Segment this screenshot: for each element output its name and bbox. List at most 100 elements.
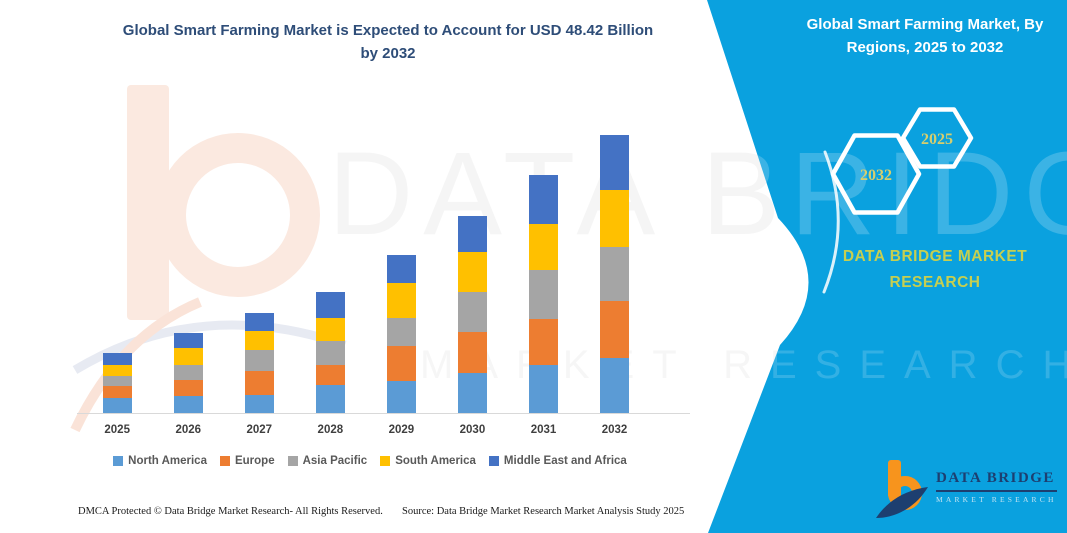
legend-swatch-south-america xyxy=(380,456,391,466)
bar-2028-europe xyxy=(315,364,345,386)
legend-swatch-asia-pacific xyxy=(287,456,298,466)
legend-item-south-america: South America xyxy=(380,455,476,467)
bar-2027-europe xyxy=(244,371,274,395)
bar-2026 xyxy=(173,333,203,413)
bar-2031-north-america xyxy=(529,365,558,413)
blue-panel-shape xyxy=(707,0,1067,533)
x-axis-label-2026: 2026 xyxy=(175,424,202,436)
logo-title: DATA BRIDGE xyxy=(936,470,1057,492)
bar-2031-europe xyxy=(529,318,558,366)
bar-2027-asia-pacific xyxy=(244,349,274,372)
panel-title: Global Smart Farming Market, By Regions,… xyxy=(792,13,1058,60)
logo-swoosh xyxy=(876,487,928,518)
bar-2026-north-america xyxy=(173,396,203,413)
watermark-b-stem xyxy=(127,85,169,320)
bar-2025-europe xyxy=(102,386,132,399)
bar-2029-south-america xyxy=(386,283,416,319)
bar-2026-south-america xyxy=(173,348,203,366)
bar-2025-middle-east-and-africa xyxy=(102,352,132,366)
hexagon-2025-label: 2025 xyxy=(921,131,953,148)
bar-2032-europe xyxy=(600,301,630,359)
bar-2029-asia-pacific xyxy=(386,318,416,347)
bar-2029-north-america xyxy=(386,381,416,413)
bar-2025 xyxy=(102,352,132,413)
bar-2030-middle-east-and-africa xyxy=(457,215,487,253)
x-axis-line xyxy=(77,413,690,414)
legend-swatch-north-america xyxy=(113,456,124,466)
legend-label-middle-east-and-africa: Middle East and Africa xyxy=(503,455,627,467)
x-axis-label-2027: 2027 xyxy=(246,424,273,436)
bar-2028-north-america xyxy=(315,385,345,413)
watermark-swoosh-peach xyxy=(70,297,202,433)
bar-2030-north-america xyxy=(457,372,487,413)
bar-2031-middle-east-and-africa xyxy=(529,175,558,224)
legend-label-europe: Europe xyxy=(234,455,275,467)
x-axis-label-2028: 2028 xyxy=(317,424,344,436)
x-axis-label-2025: 2025 xyxy=(104,424,130,436)
x-axis-label-2029: 2029 xyxy=(388,424,415,436)
bar-2029 xyxy=(386,255,416,413)
logo-text-block: DATA BRIDGE MARKET RESEARCH xyxy=(936,460,1057,504)
hexagon-2032-label: 2032 xyxy=(860,167,892,184)
bar-2027 xyxy=(244,312,274,413)
bar-2026-asia-pacific xyxy=(173,365,203,380)
x-axis-label-2030: 2030 xyxy=(459,424,486,436)
bar-2032-south-america xyxy=(600,189,630,247)
bar-2030-asia-pacific xyxy=(457,292,487,333)
legend-swatch-middle-east-and-africa xyxy=(488,456,499,466)
bar-2026-middle-east-and-africa xyxy=(173,333,203,349)
legend-item-asia-pacific: Asia Pacific xyxy=(287,455,367,467)
panel-title-line1: Global Smart Farming Market, By xyxy=(806,16,1044,33)
legend-swatch-europe xyxy=(219,456,230,466)
legend-item-middle-east-and-africa: Middle East and Africa xyxy=(488,455,627,467)
bar-2030 xyxy=(457,215,487,413)
dmca-notice: DMCA Protected © Data Bridge Market Rese… xyxy=(78,506,383,517)
bar-2032-north-america xyxy=(600,358,630,413)
legend-item-europe: Europe xyxy=(219,455,275,467)
legend-label-north-america: North America xyxy=(128,455,207,467)
chart-legend: North America Europe Asia Pacific South Ame… xyxy=(40,455,700,467)
watermark-text-market-research-overlay: MARKET RESEARCH xyxy=(420,343,1067,387)
bar-2032-asia-pacific xyxy=(600,246,630,302)
bar-2027-north-america xyxy=(244,394,274,413)
legend-label-south-america: South America xyxy=(395,455,476,467)
dbmr-logo: DATA BRIDGE MARKET RESEARCH xyxy=(876,460,1066,522)
bar-2029-europe xyxy=(386,346,416,382)
dbmr-logo-icon xyxy=(876,460,928,518)
brand-wordmark: DATA BRIDGE MARKET RESEARCH xyxy=(842,248,1028,292)
bar-2028-asia-pacific xyxy=(315,340,345,365)
bar-2026-europe xyxy=(173,379,203,397)
bar-2028-south-america xyxy=(315,318,345,341)
watermark-text-data-bridge-overlay: DATA BRIDGE xyxy=(328,128,1067,260)
bar-2030-south-america xyxy=(457,252,487,293)
chart-title: Global Smart Farming Market is Expected … xyxy=(48,20,728,65)
legend-item-north-america: North America xyxy=(113,455,207,467)
bar-2030-europe xyxy=(457,332,487,373)
bar-2032 xyxy=(600,135,630,413)
bar-2031 xyxy=(529,175,558,413)
bar-2031-south-america xyxy=(529,223,558,271)
logo-subtitle: MARKET RESEARCH xyxy=(936,495,1057,504)
bar-2028-middle-east-and-africa xyxy=(315,292,345,319)
hexagon-2032 xyxy=(830,133,922,215)
hexagon-2025 xyxy=(900,107,974,169)
x-axis-label-2032: 2032 xyxy=(601,424,628,436)
watermark-b-ring xyxy=(156,133,320,297)
bar-2027-middle-east-and-africa xyxy=(244,312,274,331)
bar-2025-south-america xyxy=(102,365,132,376)
chart-title-line2: by 2032 xyxy=(360,44,416,62)
bar-2025-asia-pacific xyxy=(102,375,132,387)
bar-2028 xyxy=(315,292,345,413)
bar-2029-middle-east-and-africa xyxy=(386,255,416,284)
bar-2032-middle-east-and-africa xyxy=(600,135,630,190)
source-note: Source: Data Bridge Market Research Mark… xyxy=(402,506,685,517)
panel-title-line2: Regions, 2025 to 2032 xyxy=(846,39,1004,57)
year-hexagons: 2032 2025 xyxy=(830,107,974,215)
chevron-accent-arc xyxy=(822,150,840,294)
bar-2025-north-america xyxy=(102,398,132,413)
chart-title-line1: Global Smart Farming Market is Expected … xyxy=(122,22,654,39)
bar-2031-asia-pacific xyxy=(529,270,558,319)
x-axis-label-2031: 2031 xyxy=(530,424,557,436)
